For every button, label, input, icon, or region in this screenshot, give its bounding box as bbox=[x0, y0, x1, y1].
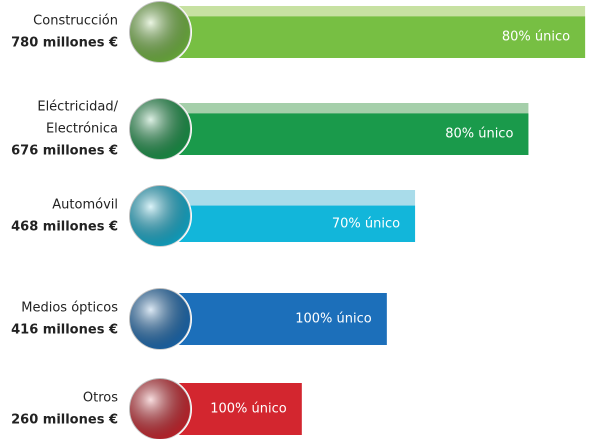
share-label: 100% único bbox=[210, 402, 287, 417]
share-label: 100% único bbox=[295, 312, 372, 327]
category-label: Construcción bbox=[33, 14, 118, 29]
category-label: Medios ópticos bbox=[21, 301, 118, 316]
value-label: 260 millones € bbox=[11, 413, 118, 428]
bar-share bbox=[160, 16, 586, 58]
category-label: Automóvil bbox=[52, 198, 118, 213]
share-label: 70% único bbox=[332, 216, 400, 231]
bar-share bbox=[160, 293, 387, 345]
category-label: Eléctricidad/ bbox=[37, 100, 118, 115]
icon-shade bbox=[129, 185, 191, 247]
value-label: 780 millones € bbox=[11, 36, 118, 51]
share-label: 80% único bbox=[502, 30, 570, 45]
value-label: 468 millones € bbox=[11, 220, 118, 235]
bar-share bbox=[160, 113, 529, 155]
category-label: Otros bbox=[83, 391, 118, 406]
value-label: 416 millones € bbox=[11, 323, 118, 338]
value-label: 676 millones € bbox=[11, 144, 118, 159]
icon-shade bbox=[129, 1, 191, 63]
bar-share bbox=[160, 205, 416, 242]
icon-shade bbox=[129, 288, 191, 350]
icon-shade bbox=[129, 378, 191, 439]
icon-shade bbox=[129, 98, 191, 160]
share-label: 80% único bbox=[445, 127, 513, 142]
category-label: Electrónica bbox=[46, 122, 118, 137]
